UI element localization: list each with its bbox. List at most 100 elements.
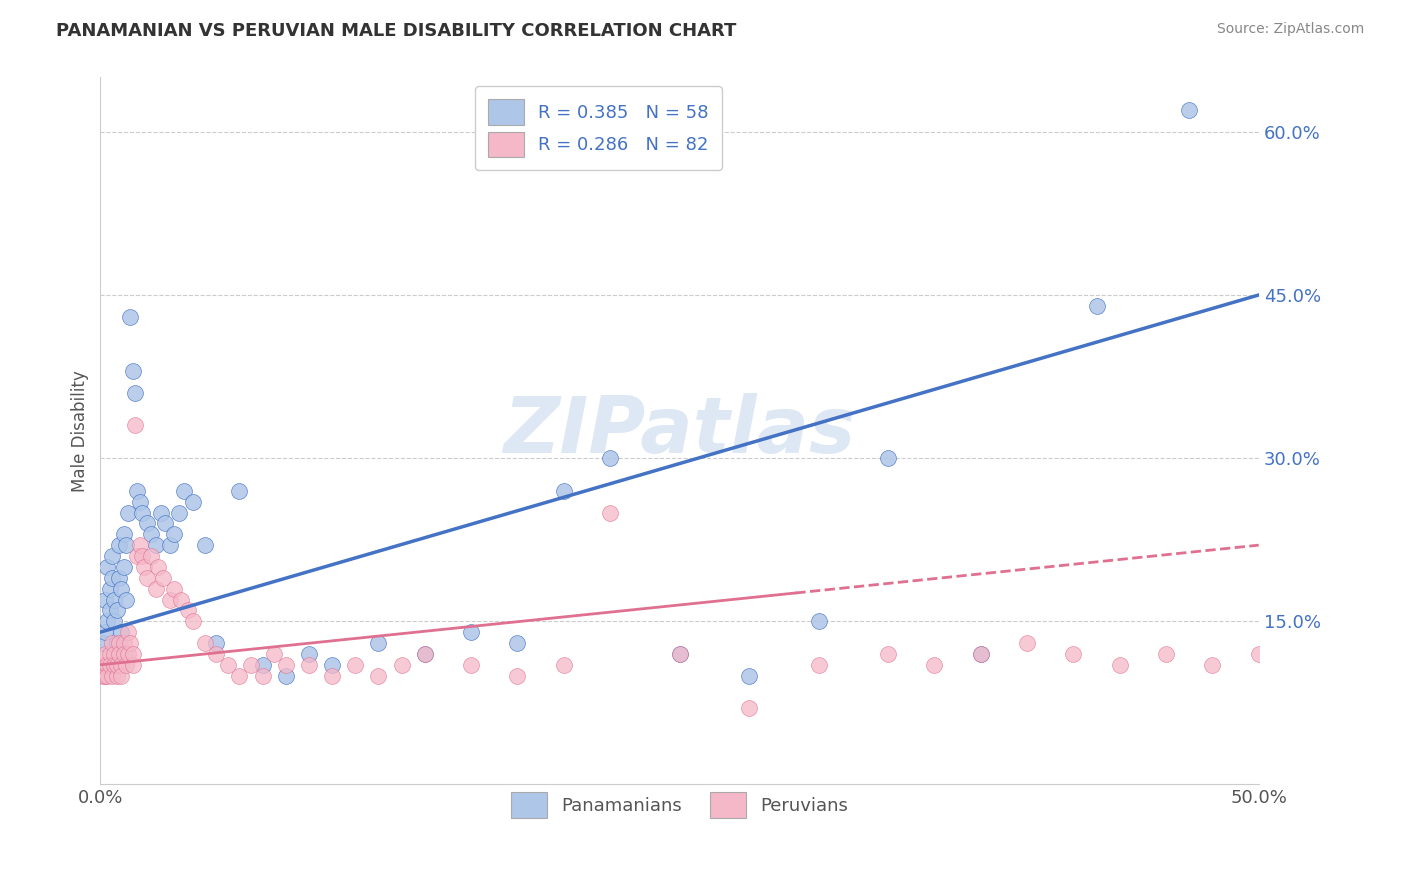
Point — [94, 592, 117, 607]
Point — [344, 657, 367, 672]
Text: ZIPatlas: ZIPatlas — [503, 393, 856, 469]
Point — [101, 549, 124, 563]
Point — [121, 657, 143, 672]
Point — [807, 614, 830, 628]
Point — [1247, 647, 1270, 661]
Point — [110, 657, 132, 672]
Point — [970, 647, 993, 661]
Point — [105, 603, 128, 617]
Text: Source: ZipAtlas.com: Source: ZipAtlas.com — [1216, 22, 1364, 37]
Point — [135, 571, 157, 585]
Point — [131, 506, 153, 520]
Point — [114, 592, 136, 607]
Point — [120, 636, 142, 650]
Point — [103, 647, 125, 661]
Point — [807, 657, 830, 672]
Point — [103, 592, 125, 607]
Y-axis label: Male Disability: Male Disability — [72, 370, 89, 491]
Point — [96, 560, 118, 574]
Point — [391, 657, 413, 672]
Point — [1317, 636, 1340, 650]
Point — [553, 657, 575, 672]
Point — [1386, 647, 1406, 661]
Point — [114, 657, 136, 672]
Point — [413, 647, 436, 661]
Point — [114, 538, 136, 552]
Point — [101, 636, 124, 650]
Point — [103, 657, 125, 672]
Point — [110, 582, 132, 596]
Point — [1015, 636, 1038, 650]
Point — [91, 636, 114, 650]
Point — [367, 668, 389, 682]
Point — [274, 668, 297, 682]
Point — [321, 668, 343, 682]
Point — [1201, 657, 1223, 672]
Point — [177, 603, 200, 617]
Point — [112, 647, 135, 661]
Point — [94, 647, 117, 661]
Point — [141, 527, 163, 541]
Point — [1271, 636, 1294, 650]
Point — [877, 451, 900, 466]
Point — [970, 647, 993, 661]
Point — [101, 571, 124, 585]
Point — [117, 647, 139, 661]
Point — [94, 625, 117, 640]
Point — [367, 636, 389, 650]
Point — [148, 560, 170, 574]
Point — [1154, 647, 1177, 661]
Point — [120, 310, 142, 324]
Point — [112, 636, 135, 650]
Point — [506, 668, 529, 682]
Point — [131, 549, 153, 563]
Point — [110, 625, 132, 640]
Point — [163, 582, 186, 596]
Point — [108, 636, 131, 650]
Point — [217, 657, 239, 672]
Point — [205, 636, 228, 650]
Point — [124, 385, 146, 400]
Point — [321, 657, 343, 672]
Point — [135, 516, 157, 531]
Point — [155, 516, 177, 531]
Point — [1085, 299, 1108, 313]
Point — [668, 647, 690, 661]
Point — [738, 668, 761, 682]
Point — [108, 647, 131, 661]
Point — [98, 647, 121, 661]
Point — [110, 668, 132, 682]
Point — [194, 538, 217, 552]
Point — [599, 506, 621, 520]
Point — [121, 647, 143, 661]
Point — [167, 506, 190, 520]
Point — [91, 657, 114, 672]
Point — [149, 506, 172, 520]
Point — [98, 657, 121, 672]
Point — [1108, 657, 1130, 672]
Point — [413, 647, 436, 661]
Point — [298, 647, 321, 661]
Point — [173, 483, 195, 498]
Point — [141, 549, 163, 563]
Point — [108, 538, 131, 552]
Point — [159, 538, 181, 552]
Point — [506, 636, 529, 650]
Point — [877, 647, 900, 661]
Point — [239, 657, 262, 672]
Point — [101, 668, 124, 682]
Point — [181, 614, 204, 628]
Point — [145, 582, 167, 596]
Point — [170, 592, 193, 607]
Point — [205, 647, 228, 661]
Point — [96, 657, 118, 672]
Point — [152, 571, 174, 585]
Point — [112, 527, 135, 541]
Point — [145, 538, 167, 552]
Point — [127, 549, 149, 563]
Point — [117, 625, 139, 640]
Point — [98, 603, 121, 617]
Point — [105, 636, 128, 650]
Point — [274, 657, 297, 672]
Point — [1364, 636, 1386, 650]
